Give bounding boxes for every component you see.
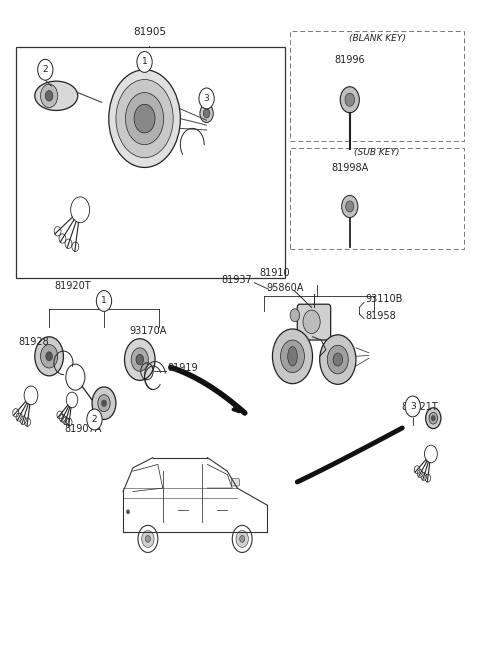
- Circle shape: [236, 530, 248, 547]
- Ellipse shape: [288, 347, 297, 366]
- Text: 81920T: 81920T: [55, 281, 91, 291]
- Text: (SUB KEY): (SUB KEY): [354, 148, 400, 157]
- Circle shape: [131, 348, 148, 371]
- Circle shape: [346, 201, 354, 212]
- Circle shape: [109, 70, 180, 167]
- Circle shape: [320, 335, 356, 385]
- Circle shape: [145, 536, 150, 542]
- Circle shape: [345, 94, 355, 106]
- Bar: [290, 148, 464, 249]
- Circle shape: [281, 340, 304, 373]
- Circle shape: [429, 412, 438, 424]
- Circle shape: [333, 353, 343, 366]
- Circle shape: [273, 329, 312, 384]
- Circle shape: [45, 91, 53, 101]
- Text: 3: 3: [410, 402, 416, 411]
- Text: 81907A: 81907A: [65, 424, 102, 434]
- Circle shape: [426, 407, 441, 428]
- Circle shape: [92, 387, 116, 419]
- FancyBboxPatch shape: [297, 304, 331, 340]
- Circle shape: [127, 509, 130, 514]
- Text: 81958: 81958: [365, 311, 396, 320]
- Text: 1: 1: [101, 296, 107, 305]
- Circle shape: [303, 310, 320, 334]
- Circle shape: [46, 352, 52, 361]
- Text: 81919: 81919: [168, 363, 198, 373]
- Circle shape: [136, 354, 144, 365]
- Text: 81905: 81905: [133, 27, 166, 37]
- Text: 1: 1: [142, 58, 147, 67]
- Bar: [290, 31, 464, 141]
- Text: 81910: 81910: [260, 268, 290, 278]
- Circle shape: [134, 104, 155, 133]
- Circle shape: [405, 396, 420, 417]
- Circle shape: [116, 80, 173, 158]
- Circle shape: [340, 87, 360, 112]
- Circle shape: [40, 84, 58, 107]
- Text: 81996: 81996: [335, 55, 365, 65]
- Circle shape: [342, 196, 358, 218]
- Text: 81521T: 81521T: [401, 402, 438, 413]
- Text: 81998A: 81998A: [331, 163, 368, 173]
- Text: 95860A: 95860A: [266, 283, 304, 293]
- Text: 3: 3: [204, 94, 209, 103]
- Circle shape: [37, 60, 53, 80]
- Text: 81928: 81928: [18, 337, 49, 347]
- Circle shape: [137, 52, 152, 73]
- Circle shape: [327, 345, 348, 374]
- Circle shape: [96, 290, 112, 311]
- Circle shape: [200, 104, 213, 122]
- Text: (BLANK KEY): (BLANK KEY): [348, 34, 406, 43]
- Circle shape: [138, 525, 158, 553]
- Text: 2: 2: [43, 65, 48, 75]
- Text: 81937: 81937: [221, 275, 252, 284]
- Circle shape: [40, 345, 58, 368]
- Text: 2: 2: [92, 415, 97, 424]
- Circle shape: [87, 409, 102, 430]
- Ellipse shape: [35, 81, 78, 111]
- Text: 93170A: 93170A: [130, 326, 167, 336]
- Circle shape: [102, 400, 107, 406]
- Bar: [16, 47, 285, 278]
- Circle shape: [203, 109, 210, 118]
- Circle shape: [124, 339, 155, 381]
- Circle shape: [432, 415, 435, 421]
- Circle shape: [290, 309, 300, 322]
- Circle shape: [142, 530, 154, 547]
- Circle shape: [240, 536, 245, 542]
- Circle shape: [125, 93, 164, 145]
- Circle shape: [232, 525, 252, 553]
- Circle shape: [199, 88, 214, 109]
- Circle shape: [35, 337, 63, 376]
- Text: 93110B: 93110B: [365, 294, 402, 304]
- FancyBboxPatch shape: [231, 479, 240, 486]
- Circle shape: [98, 395, 110, 411]
